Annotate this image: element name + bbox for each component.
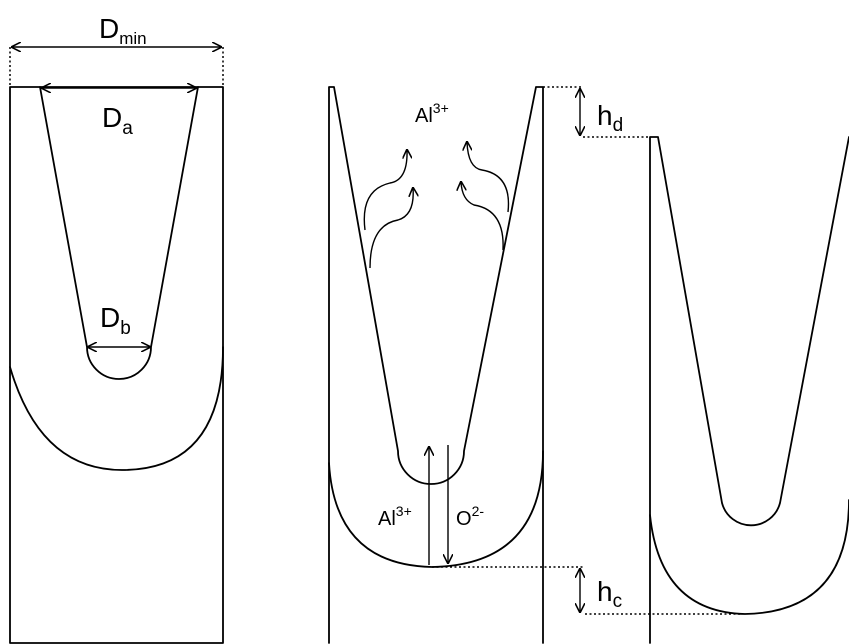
o-ion-label-bottom: O2-	[456, 503, 484, 530]
dmin-label: Dmin	[99, 13, 147, 48]
al-ion-label-bottom: Al3+	[378, 503, 412, 530]
barrier-3-curve	[649, 499, 849, 615]
barrier-2-curve	[328, 450, 544, 568]
hc-label: hc	[597, 576, 622, 612]
pore-1-profile	[39, 86, 199, 380]
cell-1-outline	[9, 86, 224, 644]
da-label: Da	[102, 102, 133, 139]
db-label: Db	[100, 302, 131, 339]
al-ejection-arrow-right-2	[461, 182, 504, 251]
al-ejection-arrow-left-2	[369, 188, 413, 269]
cell-2-outline	[328, 86, 544, 644]
pore-cell-1: Dmin Da Db	[9, 13, 224, 644]
al-ion-label-top: Al3+	[415, 100, 449, 127]
al-ejection-arrow-right-1	[467, 142, 510, 213]
hd-label: hd	[597, 100, 623, 136]
cell-3-outline	[649, 136, 849, 644]
al-ejection-arrow-left-1	[363, 150, 407, 231]
pore-cell-2: Al3+ Al3+ O2- hd hc	[328, 86, 740, 644]
pore-cell-3	[649, 136, 849, 644]
barrier-1-curve	[9, 346, 224, 471]
